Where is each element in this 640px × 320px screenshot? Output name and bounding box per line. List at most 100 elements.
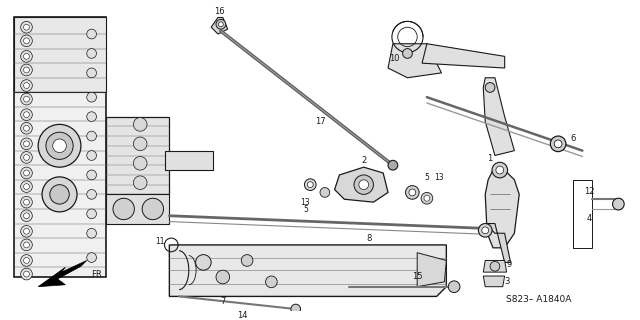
Circle shape	[87, 228, 97, 238]
Circle shape	[24, 213, 29, 219]
Circle shape	[24, 24, 29, 30]
Polygon shape	[483, 260, 507, 272]
Circle shape	[87, 49, 97, 58]
Circle shape	[291, 304, 301, 314]
Circle shape	[87, 253, 97, 262]
Circle shape	[320, 188, 330, 197]
Circle shape	[20, 167, 33, 179]
Circle shape	[612, 198, 624, 210]
Text: 2: 2	[361, 156, 366, 165]
Text: S823– A1840A: S823– A1840A	[506, 295, 572, 304]
Circle shape	[24, 258, 29, 263]
Circle shape	[24, 199, 29, 205]
Circle shape	[87, 209, 97, 219]
Polygon shape	[14, 18, 106, 277]
Circle shape	[409, 189, 416, 196]
Circle shape	[24, 155, 29, 160]
Circle shape	[38, 124, 81, 167]
Circle shape	[218, 22, 223, 27]
Circle shape	[20, 109, 33, 121]
Text: 8: 8	[366, 234, 371, 243]
Circle shape	[24, 170, 29, 176]
Circle shape	[46, 132, 73, 159]
Circle shape	[354, 175, 374, 194]
Polygon shape	[422, 44, 505, 68]
Circle shape	[421, 192, 433, 204]
Circle shape	[496, 166, 504, 174]
Polygon shape	[170, 245, 446, 296]
Circle shape	[20, 64, 33, 76]
Polygon shape	[483, 276, 505, 287]
Circle shape	[424, 195, 430, 201]
Circle shape	[20, 51, 33, 62]
Circle shape	[20, 35, 33, 47]
Text: 12: 12	[584, 187, 595, 196]
Polygon shape	[388, 44, 442, 78]
Circle shape	[266, 276, 277, 288]
Circle shape	[485, 83, 495, 92]
Circle shape	[24, 67, 29, 73]
Circle shape	[87, 112, 97, 122]
Circle shape	[133, 137, 147, 151]
Circle shape	[359, 180, 369, 189]
Circle shape	[482, 227, 488, 234]
Circle shape	[133, 176, 147, 189]
Circle shape	[24, 53, 29, 59]
Circle shape	[87, 92, 97, 102]
Circle shape	[20, 226, 33, 237]
Text: 4: 4	[587, 214, 592, 223]
Circle shape	[479, 224, 492, 237]
Text: 10: 10	[390, 54, 400, 63]
Circle shape	[307, 182, 313, 188]
Polygon shape	[14, 18, 106, 92]
Circle shape	[87, 68, 97, 78]
Polygon shape	[38, 260, 87, 287]
Circle shape	[24, 38, 29, 44]
Circle shape	[216, 270, 230, 284]
Circle shape	[550, 136, 566, 152]
Circle shape	[87, 189, 97, 199]
Circle shape	[241, 255, 253, 266]
Circle shape	[142, 198, 164, 220]
Text: 14: 14	[237, 311, 248, 320]
Circle shape	[388, 160, 397, 170]
Circle shape	[42, 177, 77, 212]
Circle shape	[24, 112, 29, 117]
Polygon shape	[483, 78, 515, 156]
Circle shape	[492, 162, 508, 178]
Circle shape	[20, 80, 33, 91]
Circle shape	[87, 170, 97, 180]
Circle shape	[24, 141, 29, 147]
Circle shape	[133, 117, 147, 131]
Circle shape	[20, 21, 33, 33]
Text: 6: 6	[570, 134, 575, 143]
Circle shape	[24, 184, 29, 189]
Circle shape	[52, 139, 67, 153]
Circle shape	[196, 255, 211, 270]
Text: FR.: FR.	[92, 269, 105, 279]
Text: 13: 13	[434, 173, 444, 182]
Circle shape	[554, 140, 562, 148]
Circle shape	[87, 131, 97, 141]
Polygon shape	[106, 194, 170, 224]
Circle shape	[20, 268, 33, 280]
Text: 15: 15	[412, 273, 422, 282]
Circle shape	[133, 156, 147, 170]
Circle shape	[20, 123, 33, 134]
Text: 3: 3	[504, 277, 509, 286]
Text: 11: 11	[155, 236, 164, 245]
Circle shape	[305, 179, 316, 190]
Circle shape	[216, 20, 226, 29]
Circle shape	[20, 93, 33, 105]
Circle shape	[20, 152, 33, 163]
Polygon shape	[106, 116, 170, 194]
Circle shape	[113, 198, 134, 220]
Circle shape	[403, 49, 412, 58]
Circle shape	[20, 196, 33, 208]
Circle shape	[20, 239, 33, 251]
Circle shape	[24, 228, 29, 234]
Circle shape	[50, 185, 69, 204]
Polygon shape	[485, 170, 519, 248]
Polygon shape	[211, 18, 228, 34]
Circle shape	[20, 181, 33, 192]
